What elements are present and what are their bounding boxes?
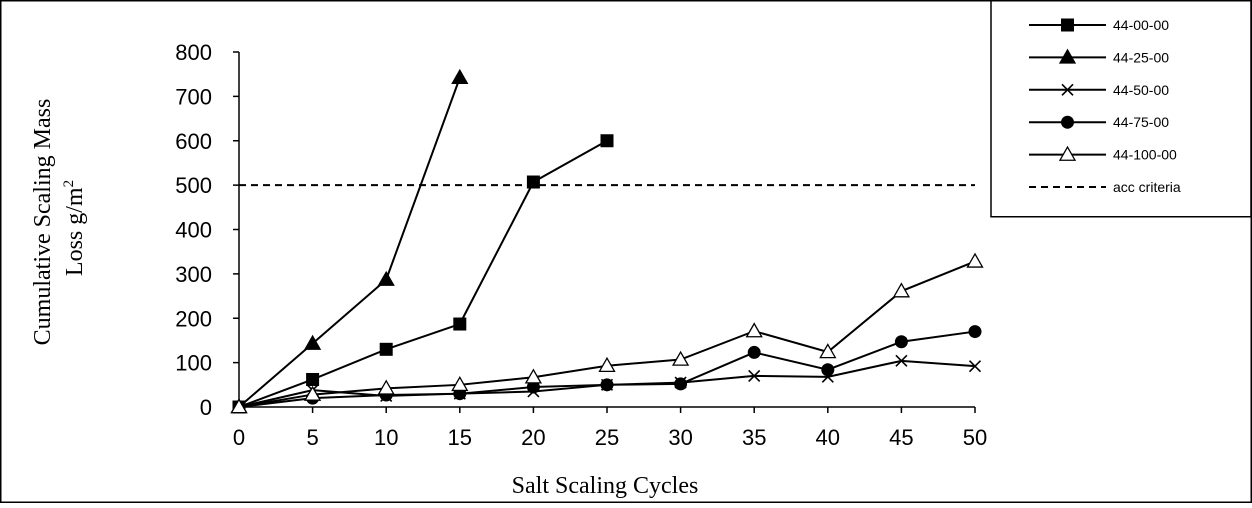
x-tick-label: 10	[374, 425, 398, 450]
y-axis-title-line2: Loss g/m2	[61, 180, 88, 276]
x-tick-label: 0	[233, 425, 245, 450]
data-point-44-100-00	[966, 252, 984, 268]
data-point-44-100-00	[745, 322, 763, 338]
data-point-44-75-00	[674, 377, 688, 391]
data-point-44-50-00	[968, 360, 982, 373]
y-tick-label: 400	[175, 218, 212, 243]
data-point-44-00-00	[379, 342, 393, 356]
x-tick-label: 20	[521, 425, 545, 450]
x-tick-label: 15	[448, 425, 472, 450]
x-marker-stroke	[895, 354, 908, 367]
legend-label: acc criteria	[1113, 179, 1181, 195]
data-point-44-50-00	[895, 354, 908, 367]
y-tick-label: 100	[175, 351, 212, 376]
data-point-44-25-00	[377, 270, 395, 286]
y-tick-label: 0	[200, 395, 212, 420]
data-point-44-00-00	[453, 317, 467, 331]
data-point-44-50-00	[748, 369, 761, 383]
x-tick-label: 45	[889, 425, 913, 450]
y-tick-label: 500	[175, 173, 212, 198]
data-point-44-75-00	[968, 325, 982, 339]
data-point-44-100-00	[230, 398, 248, 414]
x-marker-stroke	[968, 360, 982, 373]
data-point-44-25-00	[451, 68, 469, 85]
y-axis-title-superscript: 2	[61, 180, 77, 188]
plot-area: 0 5 10 15 20 25 30 35 40 45 5001002003004005006007…	[175, 40, 987, 450]
x-marker-stroke	[1061, 83, 1074, 96]
data-point-44-00-00	[306, 372, 320, 386]
x-tick-label: 25	[595, 425, 619, 450]
data-point-44-100-00	[892, 282, 911, 298]
legend-label: 44-100-00	[1113, 147, 1177, 163]
y-tick-label: 600	[175, 129, 212, 154]
legend-items: 44-00-00 44-25-00 44-50-00 44-75-00 44-100-0…	[1029, 17, 1181, 195]
legend-item: 44-50-00	[1029, 82, 1169, 98]
legend-label: 44-00-00	[1113, 17, 1169, 33]
series-line-44-25-00	[238, 77, 461, 408]
data-point-44-75-00	[600, 378, 614, 392]
data-point-44-00-00	[600, 134, 614, 148]
y-tick-label: 200	[175, 306, 212, 331]
legend-item: 44-00-00	[1029, 17, 1169, 33]
y-axis-title-line1: Cumulative Scaling Mass	[30, 99, 56, 346]
y-tick-label: 800	[175, 40, 212, 65]
legend-item: 44-25-00	[1029, 48, 1169, 65]
series-line-44-00-00	[238, 139, 608, 408]
x-tick-label: 35	[742, 425, 766, 450]
data-point-44-100-00	[451, 376, 469, 392]
legend-box	[990, 0, 1252, 218]
x-tick-label: 50	[963, 425, 987, 450]
x-tick-label: 30	[668, 425, 692, 450]
x-tick-label: 40	[816, 425, 840, 450]
data-point-44-100-00	[671, 350, 690, 366]
legend-item: acc criteria	[1029, 179, 1181, 195]
legend-marker	[1058, 145, 1077, 161]
legend-marker	[1061, 115, 1074, 129]
data-point-44-100-00	[303, 385, 322, 401]
y-axis-title: Cumulative Scaling Mass Loss g/m2	[30, 99, 88, 346]
data-point-44-100-00	[598, 356, 616, 373]
y-tick-label: 300	[175, 262, 212, 287]
data-point-44-100-00	[377, 379, 395, 395]
x-marker-stroke	[748, 369, 761, 383]
data-point-44-75-00	[821, 363, 835, 377]
legend: 44-00-00 44-25-00 44-50-00 44-75-00 44-100-0…	[990, 0, 1252, 218]
legend-item: 44-100-00	[1029, 145, 1177, 163]
legend-label: 44-75-00	[1113, 114, 1169, 130]
x-axis-title: Salt Scaling Cycles	[512, 473, 699, 499]
data-point-44-100-00	[524, 368, 543, 384]
data-point-44-75-00	[526, 380, 540, 394]
x-tick-label: 5	[306, 425, 318, 450]
data-point-44-100-00	[819, 343, 837, 359]
legend-label: 44-25-00	[1113, 49, 1169, 65]
legend-label: 44-50-00	[1113, 82, 1169, 98]
data-point-44-75-00	[747, 345, 761, 359]
y-tick-label: 700	[175, 84, 212, 109]
legend-marker	[1061, 18, 1074, 32]
data-point-44-00-00	[526, 175, 540, 189]
data-point-44-25-00	[303, 334, 322, 350]
data-point-44-75-00	[894, 335, 908, 349]
legend-marker	[1061, 83, 1074, 96]
legend-item: 44-75-00	[1029, 114, 1169, 130]
legend-marker	[1058, 48, 1077, 64]
y-axis-title-unit: Loss g/m	[62, 187, 88, 276]
